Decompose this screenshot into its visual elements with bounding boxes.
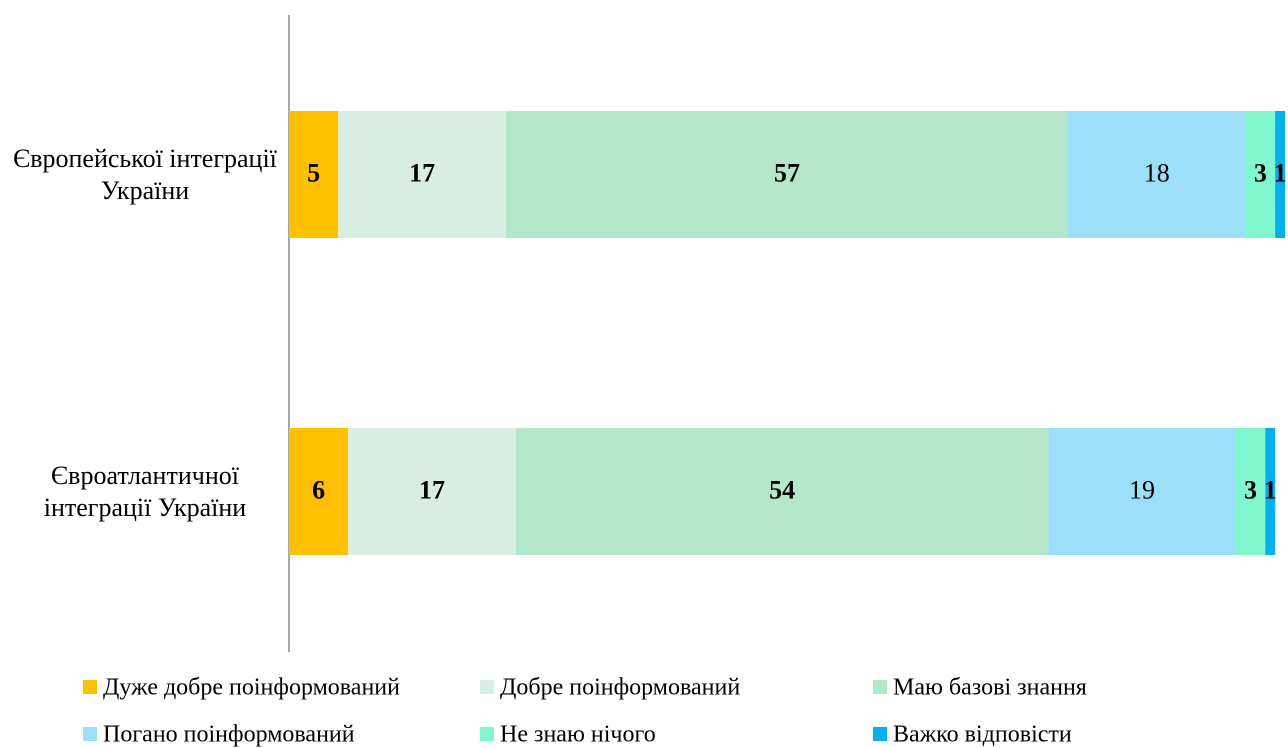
bar-segment [1275,111,1285,238]
data-label: 54 [769,475,795,504]
legend-swatch [873,680,887,694]
bar-segment [505,111,1069,238]
bar-segment [515,428,1049,555]
legend-label: Добре поінформований [500,675,740,701]
legend-label: Важко відповісти [893,722,1072,748]
bar-segment [1235,428,1266,555]
legend-swatch [480,727,494,741]
bar-segment [289,428,349,555]
data-label: 17 [409,158,435,187]
bar-segment [289,111,339,238]
y-tick-label: Європейської інтеграції України [13,143,277,205]
legend-label: Погано поінформований [103,722,355,748]
bar-segment [338,111,506,238]
legend-swatch [873,727,887,741]
legend-swatch [83,680,97,694]
data-label: 1 [1274,158,1287,187]
data-label: 18 [1144,158,1170,187]
data-label: 19 [1129,475,1155,504]
data-label: 3 [1244,475,1257,504]
bar-segment [1068,111,1246,238]
data-label: 3 [1254,158,1267,187]
bar-segment [1245,111,1276,238]
legend-swatch [480,680,494,694]
bar-segment [348,428,516,555]
bar-segment [1265,428,1276,555]
data-label: 57 [774,158,800,187]
data-label: 17 [419,475,445,504]
bar-segment [1048,428,1236,555]
data-label: 1 [1264,475,1277,504]
legend-label: Маю базові знання [893,675,1087,701]
legend-label: Не знаю нічого [500,722,656,748]
data-label: 6 [312,475,325,504]
y-tick-label: Євроатлантичної інтеграції України [43,460,247,522]
legend-label: Дуже добре поінформований [103,675,400,701]
data-label: 5 [307,158,320,187]
legend-swatch [83,727,97,741]
